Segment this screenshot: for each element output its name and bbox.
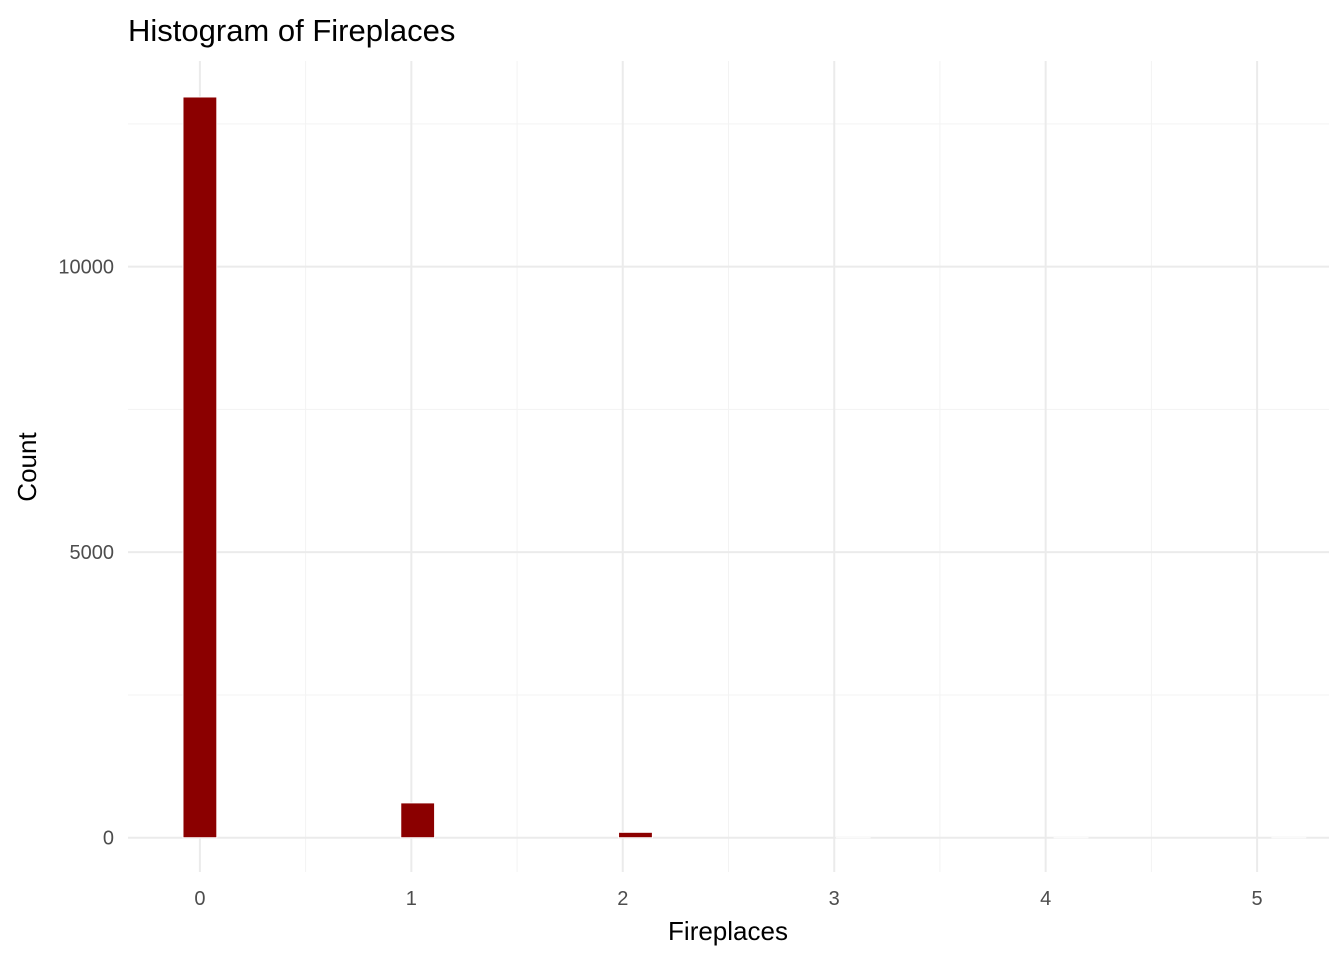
x-axis-tick-labels: 0 1 2 3 4 5 [194,888,1262,910]
minor-y-gridlines [128,123,1329,696]
minor-x-gridlines [305,61,1152,872]
histogram-bar [400,802,436,839]
x-tick-label: 3 [829,888,840,910]
x-tick-label: 0 [194,888,205,910]
chart-title: Histogram of Fireplaces [128,13,455,48]
histogram-bars [182,96,1307,839]
histogram-bar [618,831,653,839]
y-tick-label: 5000 [70,542,115,564]
y-axis-tick-labels: 0 5000 10000 [58,257,114,850]
major-y-gridlines [128,265,1329,839]
x-tick-label: 4 [1040,888,1051,910]
x-tick-label: 5 [1252,888,1263,910]
y-tick-label: 0 [103,828,114,850]
y-tick-label: 10000 [58,257,114,279]
histogram-bar [182,96,218,839]
x-axis-title: Fireplaces [668,916,788,946]
x-tick-label: 1 [406,888,417,910]
x-tick-label: 2 [617,888,628,910]
y-axis-title: Count [12,432,42,502]
